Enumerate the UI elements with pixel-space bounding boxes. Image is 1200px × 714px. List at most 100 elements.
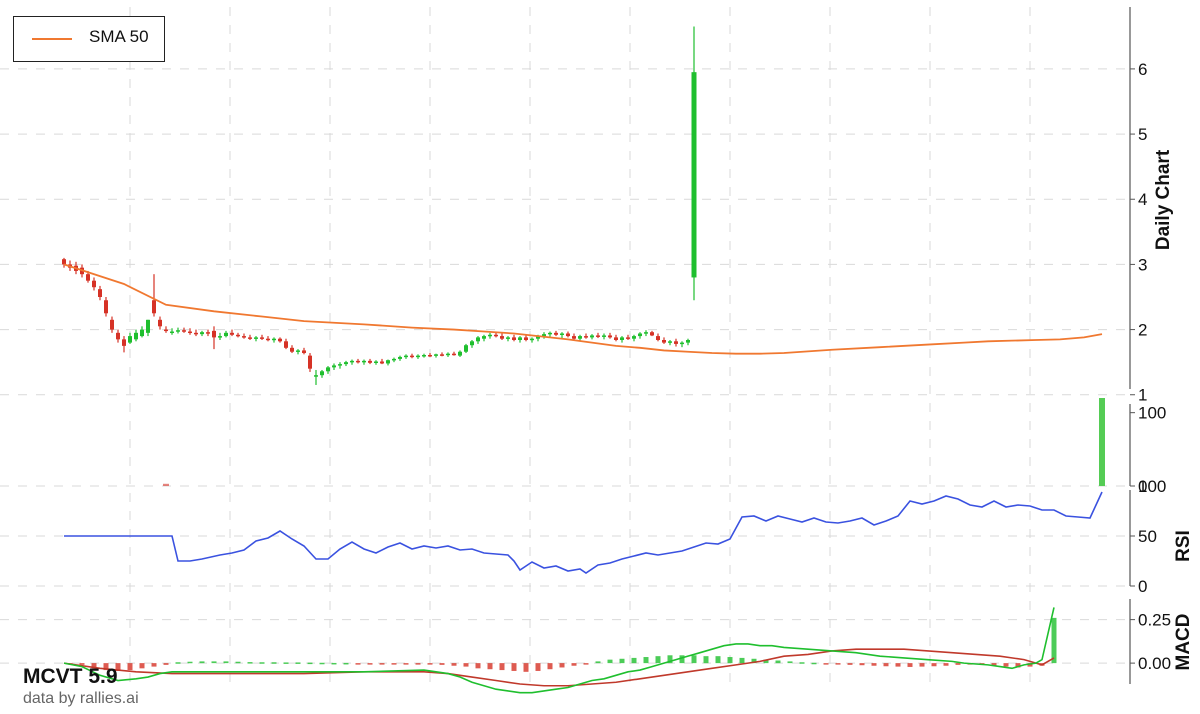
macd-histogram-bar <box>667 655 673 664</box>
candle-body <box>524 337 528 341</box>
macd-histogram-bar <box>415 663 421 665</box>
macd-histogram-bar <box>343 662 349 665</box>
macd-axis-label: MACD <box>1173 614 1194 671</box>
candle-body <box>314 375 318 377</box>
candle-body <box>620 337 624 341</box>
candle-body <box>278 338 282 342</box>
macd-histogram-bar <box>283 662 289 664</box>
macd-histogram-bar <box>859 663 865 666</box>
candle-body <box>140 329 144 337</box>
macd-histogram-bar <box>727 657 733 664</box>
candle-body <box>284 341 288 348</box>
candle-body <box>320 371 324 376</box>
macd-line <box>63 607 1055 694</box>
volume-tick-label: 0 <box>1138 477 1147 496</box>
macd-histogram-bar <box>619 658 625 664</box>
macd-signal-line <box>63 648 1055 687</box>
candle-body <box>512 337 516 341</box>
candle-body <box>518 337 522 341</box>
macd-histogram-bar <box>655 656 661 664</box>
macd-histogram-bar <box>763 659 769 664</box>
candle-body <box>476 337 480 342</box>
legend-swatch-sma <box>32 38 72 40</box>
price-axis-label: Daily Chart <box>1153 149 1174 250</box>
candle-body <box>164 329 168 332</box>
price-tick-label: 3 <box>1138 255 1147 274</box>
macd-histogram-bar <box>79 663 85 665</box>
candle-body <box>254 337 258 339</box>
candle-body <box>260 337 264 339</box>
macd-histogram-bar <box>895 663 901 667</box>
candle-body <box>506 337 510 339</box>
candle-body <box>656 336 660 341</box>
macd-histogram-bar <box>931 663 937 667</box>
macd-histogram-bar <box>715 656 721 664</box>
candle-body <box>578 336 582 339</box>
candle-body <box>362 360 366 363</box>
candle-body <box>644 332 648 334</box>
candle-body <box>134 332 138 340</box>
candle-body <box>152 300 156 314</box>
candle-body <box>434 354 438 356</box>
macd-histogram-bar <box>127 663 133 671</box>
candle-body <box>404 355 408 358</box>
candle-body <box>422 354 426 357</box>
rsi-panel <box>64 491 1103 574</box>
sma-50-line <box>63 263 1103 355</box>
macd-histogram-bar <box>811 662 817 665</box>
volume-bar <box>1099 398 1105 486</box>
candle-body <box>428 354 432 357</box>
macd-histogram-bar <box>187 661 193 664</box>
rsi-axis-label: RSI <box>1173 530 1194 562</box>
macd-histogram-bar <box>739 657 745 664</box>
candle-body <box>206 332 210 334</box>
candle-body <box>98 289 102 297</box>
macd-histogram-bar <box>631 657 637 664</box>
macd-histogram-bar <box>91 663 97 669</box>
macd-histogram-bar <box>643 657 649 664</box>
rsi-tick-label: 50 <box>1138 527 1157 546</box>
macd-histogram-bar <box>1015 663 1021 668</box>
macd-histogram-bar <box>427 663 433 665</box>
legend: SMA 50 <box>13 16 165 62</box>
macd-histogram-bar <box>919 663 925 667</box>
macd-histogram-bar <box>955 663 961 665</box>
candle-body <box>92 280 96 288</box>
candle-body <box>248 337 252 339</box>
macd-histogram-bar <box>223 661 229 664</box>
candle-body <box>116 332 120 340</box>
macd-panel <box>63 607 1057 694</box>
price-tick-label: 5 <box>1138 125 1147 144</box>
candle-body <box>488 334 492 337</box>
legend-label-sma: SMA 50 <box>89 27 149 46</box>
candle-body <box>680 342 684 345</box>
macd-histogram-bar <box>907 663 913 667</box>
candle-body <box>572 336 576 339</box>
candle-body <box>440 354 444 356</box>
candle-body <box>446 353 450 356</box>
macd-histogram-bar <box>103 663 109 671</box>
macd-histogram-bar <box>571 663 577 666</box>
candle-body <box>542 334 546 337</box>
macd-histogram-bar <box>163 663 169 665</box>
volume-bar <box>163 483 169 486</box>
candle-body <box>614 337 618 341</box>
candle-body <box>596 335 600 337</box>
macd-histogram-bar <box>1051 617 1057 664</box>
candle-body <box>356 360 360 363</box>
candle-body <box>188 331 192 334</box>
candle-body <box>584 336 588 338</box>
candle-body <box>200 332 204 335</box>
candle-body <box>554 332 558 335</box>
candle-body <box>242 336 246 338</box>
candle-body <box>350 360 354 363</box>
rsi-line <box>64 491 1103 574</box>
macd-histogram-bar <box>307 662 313 665</box>
candle-body <box>104 300 108 314</box>
candle-body <box>548 332 552 335</box>
candle-body <box>218 336 222 338</box>
candle-body <box>536 336 540 339</box>
candle-body <box>560 333 564 335</box>
